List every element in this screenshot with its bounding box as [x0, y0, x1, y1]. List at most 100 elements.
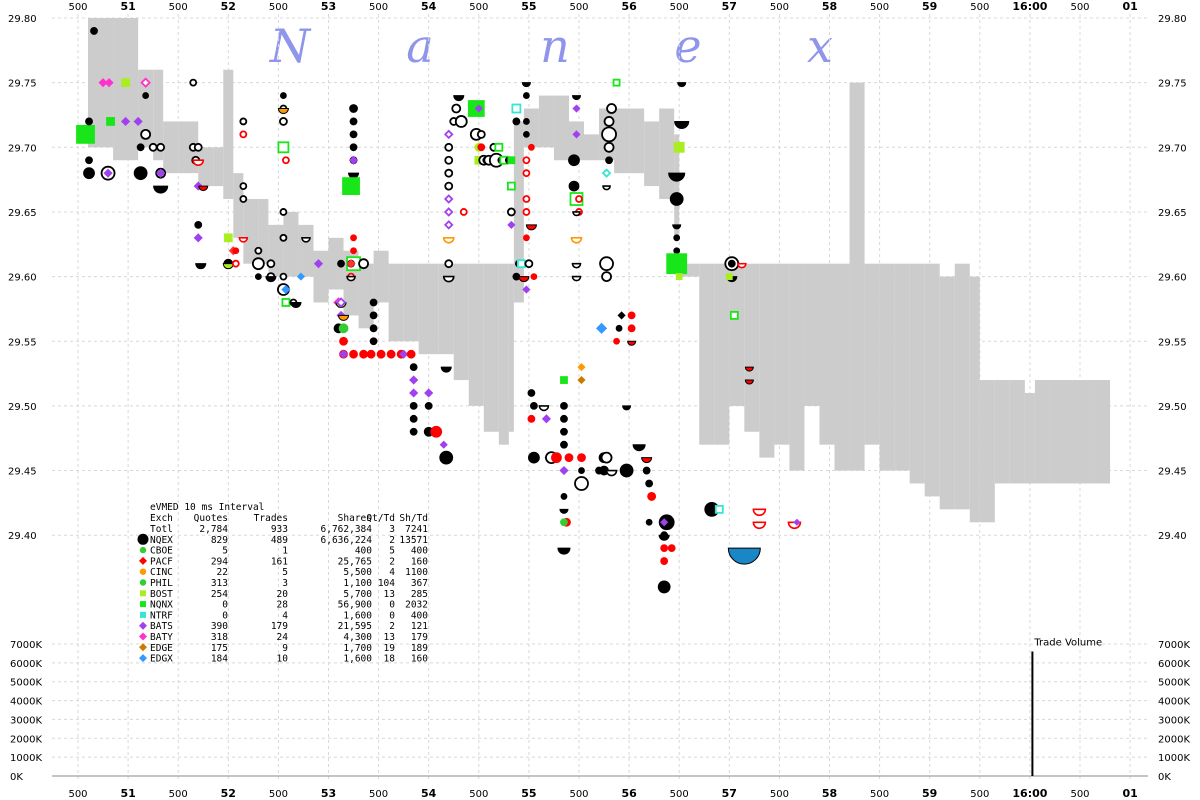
trade-marker-circle [560, 402, 568, 410]
stats-cell: 56,900 [338, 600, 373, 611]
x-tick-label-bottom: 01 [1122, 787, 1137, 800]
nbbo-segment [223, 69, 234, 200]
stats-header-cell: Qt/Td [366, 513, 395, 524]
legend-symbol-square [140, 590, 146, 597]
nbbo-segment [994, 380, 1010, 484]
x-tick-label-bottom: 500 [770, 789, 789, 800]
x-tick-label-bottom: 53 [321, 787, 336, 800]
quote-marker-semicircle [521, 82, 531, 88]
nbbo-segment [924, 263, 940, 497]
trade-marker-diamond [559, 465, 569, 476]
trade-marker-diamond [577, 375, 586, 385]
y-tick-label-left: 29.65 [8, 208, 37, 219]
trade-marker-square [277, 141, 290, 154]
nbbo-segment [403, 263, 419, 342]
stats-cell: 313 [211, 578, 228, 589]
brand-letter: e [674, 19, 701, 73]
quote-marker-semicircle [453, 95, 465, 102]
y-tick-label-right: 29.60 [1158, 273, 1187, 284]
quote-marker-semicircle [153, 185, 169, 194]
trade-marker-circle [527, 414, 536, 423]
y-tick-label-left: 29.45 [8, 467, 37, 478]
quote-marker-semicircle [559, 508, 569, 514]
trade-marker-circle [530, 402, 538, 410]
trade-marker-diamond [409, 375, 419, 385]
trade-marker-diamond [348, 155, 359, 165]
trade-marker-square [666, 253, 688, 275]
quote-marker-semicircle [518, 276, 530, 283]
nbbo-segment [879, 263, 895, 471]
trade-marker-diamond [443, 207, 454, 217]
stats-cell: 933 [271, 524, 288, 535]
trade-marker-circle [568, 180, 580, 192]
x-tick-label-bottom: 500 [169, 789, 188, 800]
quote-marker-semicircle [265, 276, 277, 283]
quote-marker-semicircle [557, 547, 571, 555]
x-tick-label-bottom: 500 [369, 789, 388, 800]
volume-tick-label-right: 0K [1158, 772, 1171, 783]
trade-marker-circle [619, 463, 634, 478]
quote-marker-semicircle [277, 108, 289, 114]
nbbo-segment [453, 263, 469, 381]
trade-marker-square [223, 233, 233, 243]
trade-marker-diamond [572, 104, 581, 113]
legend-symbol-diamond [139, 632, 147, 641]
trade-marker-diamond [346, 259, 356, 269]
nbbo-segment [789, 263, 805, 471]
trade-marker-circle [376, 349, 386, 359]
trade-marker-circle [358, 258, 369, 270]
trade-marker-circle [512, 117, 521, 126]
trade-marker-circle [85, 156, 93, 165]
quote-marker-semicircle [632, 444, 646, 452]
quote-marker-semicircle [641, 457, 653, 464]
trade-marker-circle [349, 104, 358, 113]
stats-cell: 318 [211, 632, 228, 643]
trade-marker-circle [83, 167, 95, 180]
quote-marker-semicircle [602, 185, 611, 191]
trade-marker-square [725, 273, 733, 281]
trade-marker-circle [669, 192, 684, 206]
nbbo-segment [1009, 380, 1025, 484]
trade-marker-circle [451, 103, 462, 114]
trade-marker-diamond [338, 349, 349, 359]
quote-marker-semicircle [442, 275, 455, 283]
trade-marker-diamond [296, 272, 306, 281]
trade-marker-circle [349, 143, 358, 152]
trade-marker-circle [454, 115, 468, 128]
y-tick-label-left: 29.55 [8, 337, 37, 348]
trade-marker-diamond [133, 116, 143, 127]
y-tick-label-left: 29.40 [8, 531, 37, 542]
quote-marker-semicircle [744, 379, 754, 385]
x-tick-label-top: 500 [670, 2, 689, 13]
stats-cell: 400 [355, 546, 372, 557]
stats-cell: PHIL [150, 578, 173, 589]
stats-cell: NTRF [150, 610, 173, 621]
x-tick-label-top: 51 [120, 0, 135, 13]
x-tick-label-top: 500 [469, 2, 488, 13]
nbbo-segment [1095, 380, 1111, 484]
stats-header-cell: Sh/Td [399, 513, 428, 524]
trade-marker-circle [647, 492, 657, 501]
nbbo-segment [268, 224, 284, 277]
x-tick-label-top: 55 [521, 0, 536, 13]
nbbo-segment [538, 95, 554, 148]
trade-marker-square [507, 156, 516, 165]
x-tick-label-top: 500 [569, 2, 588, 13]
trade-marker-circle [615, 324, 623, 332]
trade-marker-circle [386, 349, 396, 359]
stats-cell: 22 [217, 567, 228, 578]
trade-marker-diamond [793, 518, 801, 526]
stats-cell: 1 [282, 546, 288, 557]
trade-marker-circle [239, 195, 248, 203]
trade-marker-diamond [541, 414, 552, 424]
stats-cell: 0 [222, 600, 228, 611]
x-tick-label-top: 500 [770, 2, 789, 13]
volume-tick-label-left: 0K [10, 772, 23, 783]
stats-cell: 18 [384, 654, 396, 665]
quote-marker-semicircle [301, 237, 311, 243]
trade-markers [76, 27, 802, 594]
stats-cell: 179 [271, 621, 288, 632]
trade-marker-circle [459, 208, 468, 216]
nbbo-segment [153, 69, 164, 161]
nbbo-segment [213, 147, 224, 187]
